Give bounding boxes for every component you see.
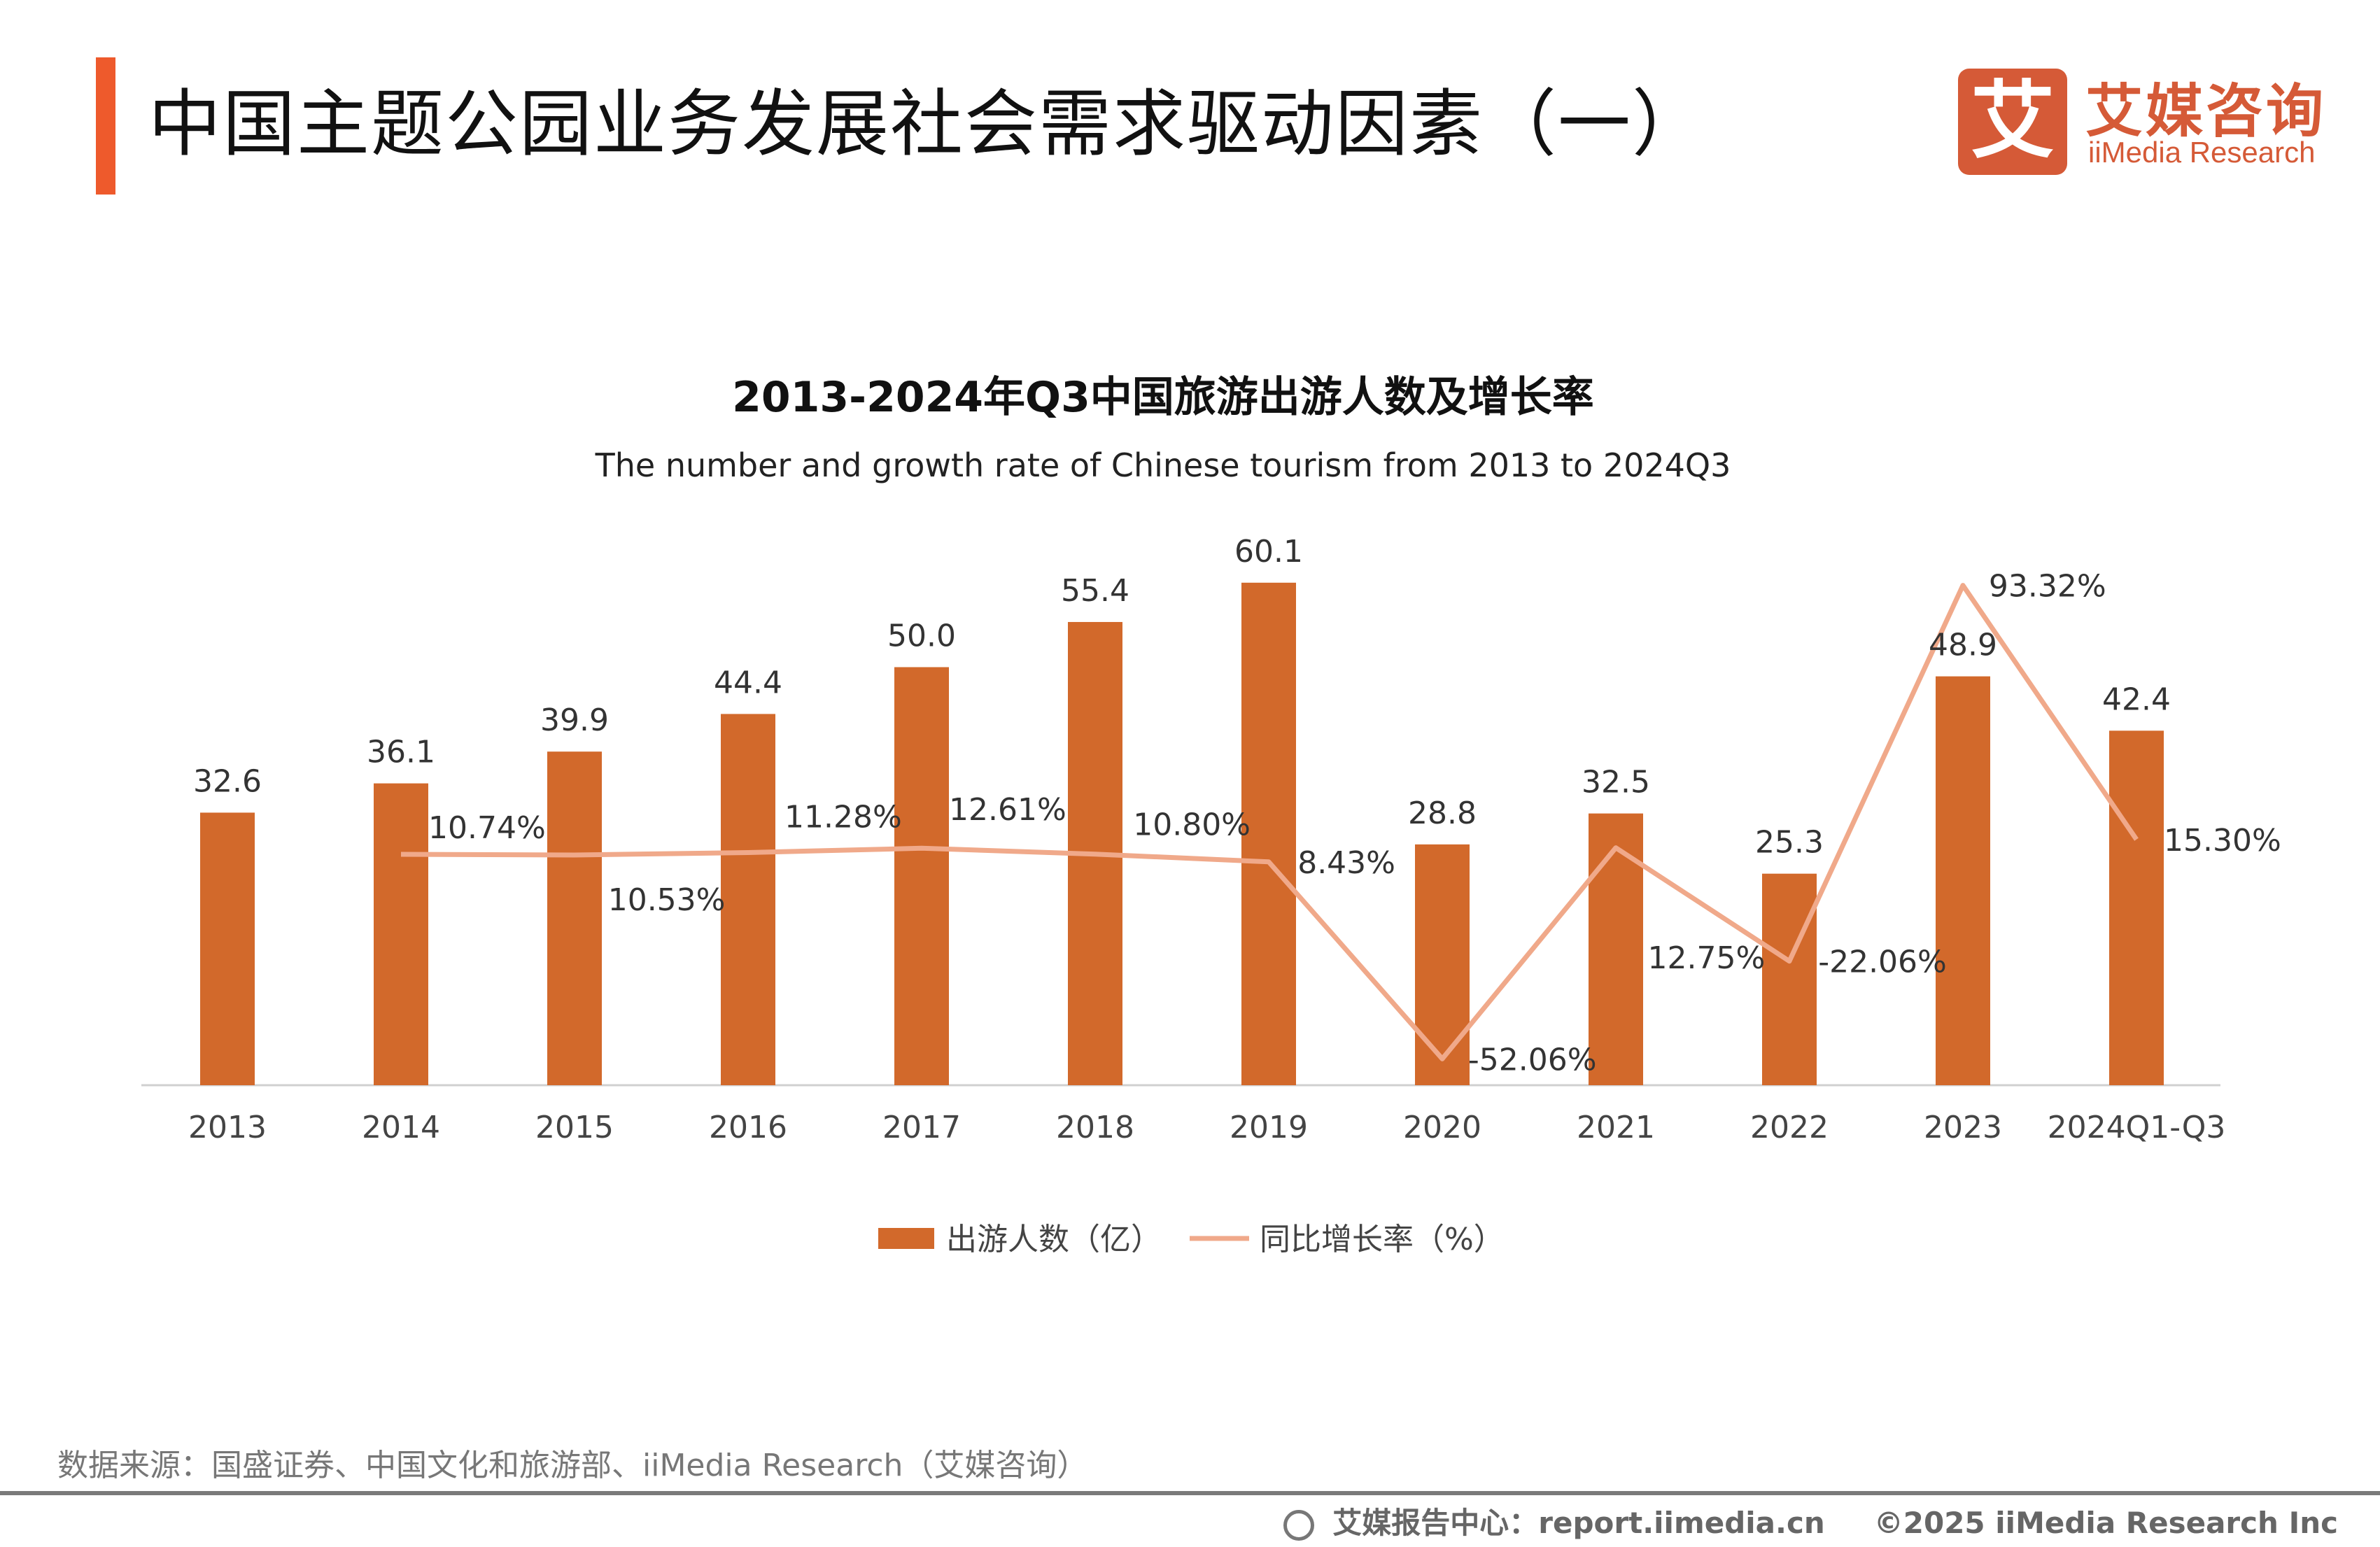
footer: 艾媒报告中心：report.iimedia.cn ©2025 iiMedia Re… — [1269, 1499, 2338, 1542]
chart-subtitle: The number and growth rate of Chinese to… — [595, 446, 1731, 484]
bar-value-label: 32.6 — [193, 763, 262, 799]
bar-2023 — [1936, 676, 1990, 1085]
x-tick-label: 2015 — [535, 1110, 614, 1145]
copyright: ©2025 iiMedia Research Inc — [1873, 1506, 2338, 1540]
bar-2013 — [200, 812, 255, 1085]
growth-rate-label: 10.74% — [428, 810, 546, 846]
bar-2016 — [721, 714, 775, 1085]
legend-line-label: 同比增长率（%） — [1260, 1222, 1505, 1257]
globe-icon — [1283, 1509, 1315, 1541]
growth-rate-label: 10.80% — [1133, 807, 1251, 842]
bar-value-label: 25.3 — [1755, 825, 1824, 861]
growth-rate-label: 93.32% — [1989, 569, 2106, 605]
page-title: 中国主题公园业务发展社会需求驱动因素（一） — [148, 81, 1707, 167]
x-tick-label: 2024Q1-Q3 — [2048, 1110, 2226, 1145]
bar-value-label: 44.4 — [714, 665, 782, 700]
growth-rate-label: 12.61% — [949, 792, 1066, 828]
bar-2014 — [374, 783, 428, 1085]
bar-value-label: 55.4 — [1061, 573, 1129, 609]
data-source: 数据来源：国盛证券、中国文化和旅游部、iiMedia Research（艾媒咨询… — [57, 1448, 1088, 1483]
footer-divider — [0, 1491, 2380, 1495]
x-tick-label: 2013 — [188, 1110, 267, 1145]
legend: 出游人数（亿） 同比增长率（%） — [878, 1222, 1505, 1257]
bar-value-label: 32.5 — [1582, 765, 1650, 800]
growth-rate-label: 15.30% — [2164, 823, 2281, 859]
x-tick-label: 2020 — [1403, 1110, 1481, 1145]
growth-rate-label: 10.53% — [608, 882, 726, 918]
logo-mark: 艾 — [1958, 69, 2067, 175]
bar-2024Q1-Q3 — [2109, 730, 2164, 1085]
bar-2015 — [547, 751, 602, 1085]
bar-value-label: 48.9 — [1929, 628, 1997, 663]
report-center-link[interactable]: 艾媒报告中心：report.iimedia.cn — [1332, 1506, 1825, 1540]
bar-value-label: 42.4 — [2102, 681, 2171, 717]
bar-2017 — [894, 667, 949, 1085]
bar-2022 — [1762, 873, 1817, 1085]
x-tick-label: 2022 — [1750, 1110, 1829, 1145]
logo-en-text: iiMedia Research — [2088, 136, 2316, 169]
bar-value-label: 39.9 — [540, 702, 609, 738]
logo-cn-text: 艾媒咨询 — [2085, 78, 2327, 145]
chart-title: 2013-2024年Q3中国旅游出游人数及增长率 — [732, 373, 1594, 422]
growth-rate-label: -22.06% — [1818, 945, 1947, 980]
x-tick-label: 2018 — [1056, 1110, 1134, 1145]
bar-value-label: 60.1 — [1234, 534, 1303, 570]
growth-rate-label: 11.28% — [784, 799, 902, 835]
x-tick-label: 2017 — [882, 1110, 961, 1145]
bar-2019 — [1241, 582, 1296, 1085]
imedia-logo: 艾 艾媒咨询 iiMedia Research — [1958, 69, 2336, 181]
x-tick-label: 2021 — [1577, 1110, 1655, 1145]
bar-2021 — [1589, 813, 1643, 1085]
growth-rate-label: 12.75% — [1648, 940, 1766, 976]
legend-bar-swatch — [878, 1228, 934, 1249]
growth-rate-label: -52.06% — [1468, 1042, 1597, 1078]
bar-2020 — [1415, 844, 1470, 1085]
bar-value-label: 50.0 — [887, 619, 956, 654]
growth-rate-label: 8.43% — [1297, 845, 1395, 881]
legend-bar-label: 出游人数（亿） — [946, 1222, 1162, 1257]
bar-value-label: 28.8 — [1408, 796, 1477, 831]
x-tick-label: 2023 — [1924, 1110, 2002, 1145]
x-tick-label: 2016 — [709, 1110, 787, 1145]
x-tick-label: 2019 — [1230, 1110, 1308, 1145]
title-accent-bar — [96, 57, 115, 195]
bar-value-label: 36.1 — [367, 735, 435, 770]
x-tick-label: 2014 — [362, 1110, 440, 1145]
